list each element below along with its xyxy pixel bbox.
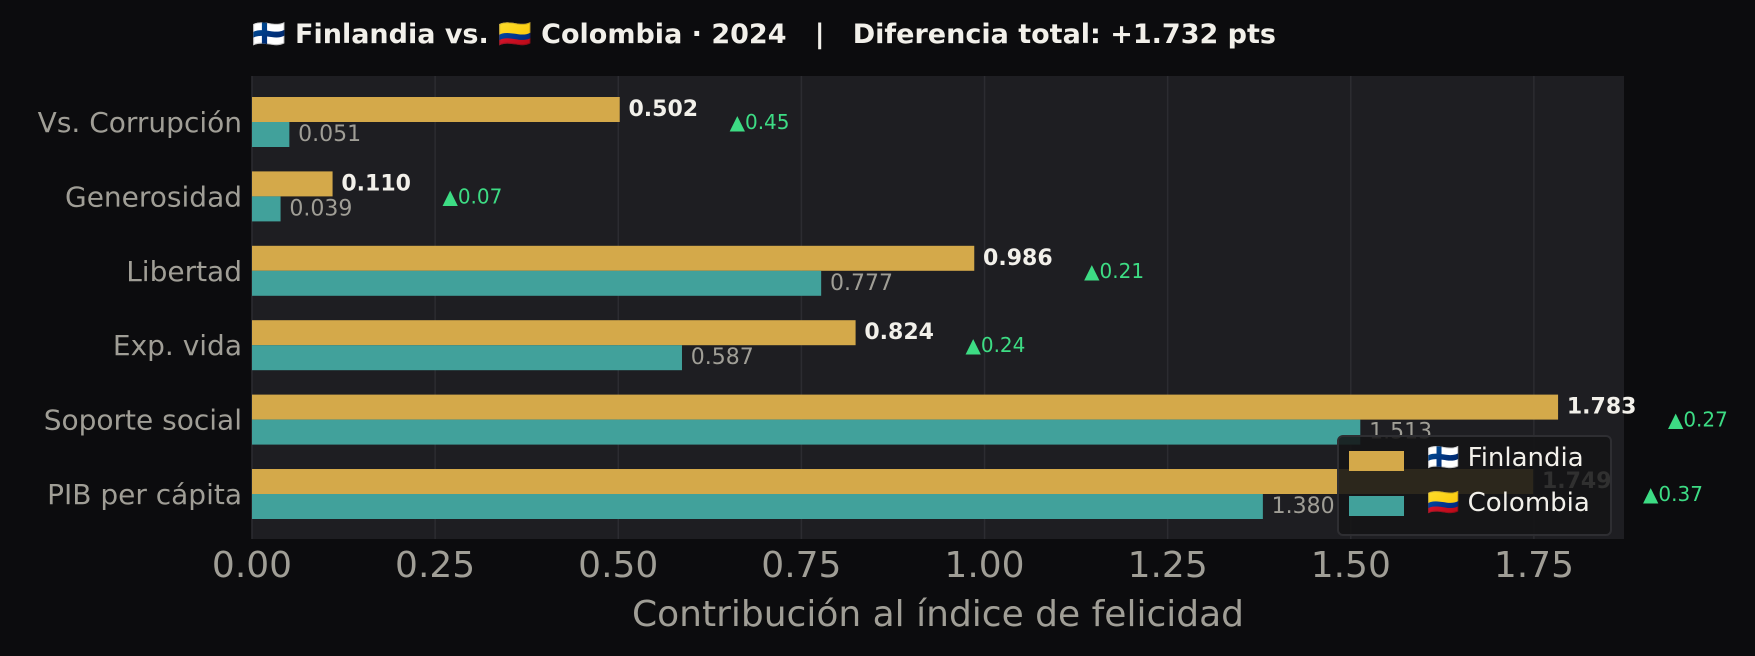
- bar-finlandia: [252, 320, 856, 346]
- value-label-colombia: 0.587: [691, 345, 754, 370]
- legend: 🇫🇮 Finlandia 🇨🇴 Colombia: [1337, 435, 1612, 536]
- delta-label: ▲0.21: [1084, 259, 1144, 283]
- value-label-finlandia: 0.986: [983, 246, 1053, 271]
- y-tick-label: Vs. Corrupción: [38, 106, 242, 139]
- bar-colombia: [252, 270, 822, 296]
- bar-colombia: [252, 345, 682, 371]
- x-tick-label: 1.75: [1494, 545, 1574, 586]
- x-tick-label: 0.25: [395, 545, 475, 586]
- delta-label: ▲0.27: [1668, 408, 1728, 432]
- bar-colombia: [252, 196, 281, 222]
- delta-label: ▲0.45: [730, 110, 790, 134]
- bar-finlandia: [252, 394, 1559, 420]
- y-tick-label: Libertad: [126, 255, 242, 288]
- delta-label: ▲0.24: [965, 333, 1025, 357]
- legend-swatch-finlandia: [1349, 451, 1404, 471]
- value-label-colombia: 1.380: [1272, 494, 1335, 519]
- value-label-colombia: 0.777: [830, 271, 893, 296]
- value-label-colombia: 0.051: [298, 122, 361, 147]
- y-tick-label: Exp. vida: [113, 329, 242, 362]
- x-tick-label: 0.75: [761, 545, 841, 586]
- delta-label: ▲0.37: [1643, 482, 1703, 506]
- x-tick-label: 1.00: [944, 545, 1024, 586]
- y-tick-label: Soporte social: [44, 404, 242, 437]
- x-tick-label: 1.25: [1128, 545, 1208, 586]
- value-label-finlandia: 0.502: [629, 97, 699, 122]
- legend-swatch-colombia: [1349, 496, 1404, 516]
- delta-label: ▲0.07: [442, 184, 502, 208]
- bar-finlandia: [252, 469, 1534, 494]
- legend-label-finlandia: 🇫🇮 Finlandia: [1427, 443, 1584, 473]
- bar-finlandia: [252, 171, 333, 197]
- legend-box: [1337, 435, 1612, 536]
- y-tick-label: PIB per cápita: [47, 478, 242, 511]
- value-label-finlandia: 1.783: [1567, 395, 1637, 420]
- x-tick-label: 1.50: [1311, 545, 1391, 586]
- bar-colombia: [252, 494, 1263, 519]
- chart-title: 🇫🇮 Finlandia vs. 🇨🇴 Colombia · 2024 | Di…: [252, 19, 1276, 50]
- legend-label-colombia: 🇨🇴 Colombia: [1427, 488, 1590, 518]
- bar-colombia: [252, 419, 1361, 445]
- x-tick-label: 0.50: [578, 545, 658, 586]
- bar-finlandia: [252, 97, 620, 122]
- bar-colombia: [252, 122, 290, 147]
- value-label-finlandia: 0.824: [864, 320, 934, 345]
- x-tick-label: 0.00: [212, 545, 292, 586]
- y-tick-label: Generosidad: [65, 180, 242, 213]
- value-label-finlandia: 0.110: [341, 171, 411, 196]
- value-label-colombia: 0.039: [289, 196, 352, 221]
- x-axis-label: Contribución al índice de felicidad: [632, 594, 1244, 635]
- bar-finlandia: [252, 245, 975, 271]
